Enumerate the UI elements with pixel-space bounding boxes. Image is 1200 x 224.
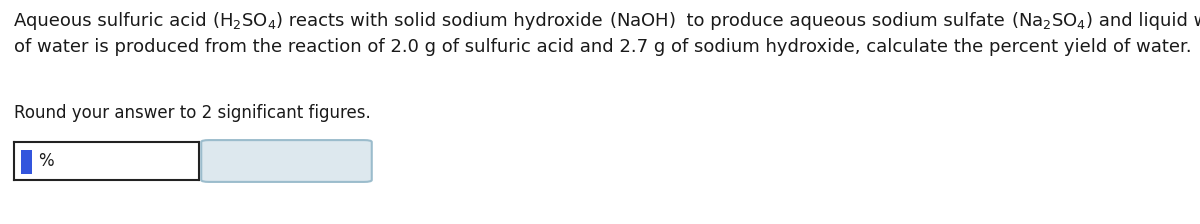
Text: and liquid water: and liquid water xyxy=(1093,12,1200,30)
Text: reacts with solid sodium hydroxide: reacts with solid sodium hydroxide xyxy=(283,12,608,30)
Text: to produce aqueous sodium sulfate: to produce aqueous sodium sulfate xyxy=(676,12,1010,30)
Text: ↺: ↺ xyxy=(305,151,324,171)
Text: %: % xyxy=(38,152,54,170)
FancyBboxPatch shape xyxy=(22,150,31,174)
Text: $\mathregular{(H_2SO_4)}$: $\mathregular{(H_2SO_4)}$ xyxy=(212,10,283,31)
Text: Aqueous sulfuric acid: Aqueous sulfuric acid xyxy=(14,12,212,30)
Text: $\mathregular{(NaOH)}$: $\mathregular{(NaOH)}$ xyxy=(608,10,676,30)
FancyBboxPatch shape xyxy=(202,140,372,182)
Text: ×: × xyxy=(248,152,263,170)
Text: Round your answer to 2 significant figures.: Round your answer to 2 significant figur… xyxy=(14,104,371,122)
Text: $\mathregular{(Na_2SO_4)}$: $\mathregular{(Na_2SO_4)}$ xyxy=(1010,10,1093,31)
Text: of water is produced from the reaction of 2.0 g of sulfuric acid and 2.7 g of so: of water is produced from the reaction o… xyxy=(14,38,1192,56)
